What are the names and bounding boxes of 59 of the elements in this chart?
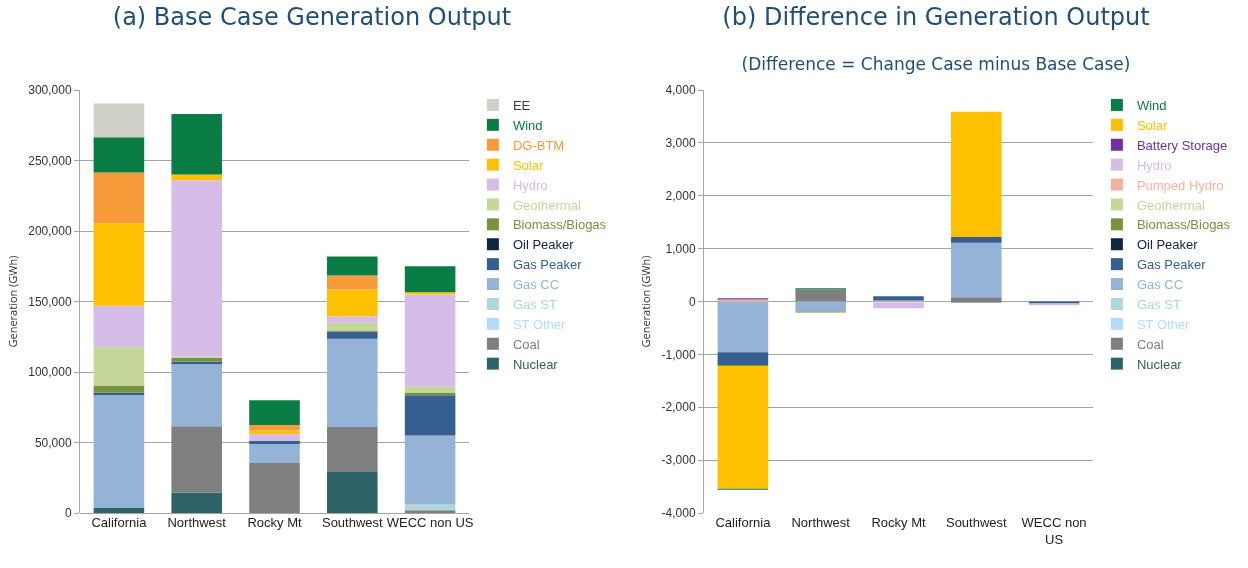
x-tick-label: California: [91, 515, 148, 530]
legend-label: Wind: [1136, 98, 1167, 114]
legend-label: Gas Peaker: [1136, 257, 1207, 273]
legend-label: DG-BTM: [512, 137, 565, 153]
legend-label: Pumped Hydro: [1136, 177, 1224, 193]
y-tick-label: 4,000: [665, 83, 696, 98]
y-axis-title: Generation (GWh): [4, 255, 20, 348]
chart-subtitle: (Difference = Change Case minus Base Case): [741, 54, 1131, 75]
legend-label: Coal: [1136, 336, 1164, 352]
legend-label: Biomass/Biogas: [512, 217, 607, 233]
y-tick-label: -1,000: [661, 347, 696, 362]
legend-label: Oil Peaker: [1136, 237, 1199, 253]
legend-label: Geothermal: [1136, 197, 1205, 213]
legend-label: ST Other: [512, 316, 567, 332]
legend-label: Solar: [512, 157, 544, 173]
legend-label: Nuclear: [1136, 356, 1183, 372]
y-tick-label: 250,000: [28, 153, 72, 168]
y-tick-label: -2,000: [661, 400, 696, 415]
legend-label: Gas ST: [1136, 297, 1182, 313]
legend-label: Gas Peaker: [512, 257, 583, 273]
legend-label: Hydro: [512, 177, 548, 193]
x-tick-label: WECC non US: [1021, 515, 1087, 547]
legend-label: ST Other: [1136, 316, 1191, 332]
y-tick-label: 300,000: [28, 83, 72, 98]
y-tick-label: 2,000: [665, 188, 696, 203]
legend-label: EE: [512, 98, 531, 114]
chart-title: (a) Base Case Generation Output: [112, 3, 512, 32]
x-tick-label: Northwest: [791, 515, 851, 530]
chart-title: (b) Difference in Generation Output: [722, 3, 1150, 32]
legend-label: Coal: [512, 336, 540, 352]
legend-label: Biomass/Biogas: [1136, 217, 1231, 233]
legend-label: Gas CC: [512, 277, 560, 293]
x-tick-label: Northwest: [167, 515, 227, 530]
legend-label: Oil Peaker: [512, 237, 575, 253]
y-tick-label: -4,000: [661, 506, 696, 521]
y-tick-label: 150,000: [28, 294, 72, 309]
x-tick-label: Rocky Mt: [871, 515, 926, 530]
x-tick-label: Southwest: [945, 515, 1008, 530]
legend-label: Gas ST: [512, 297, 558, 313]
x-tick-label: Southwest: [321, 515, 384, 530]
y-tick-label: 3,000: [665, 136, 696, 151]
x-tick-label: WECC non US: [386, 515, 474, 530]
y-tick-label: 100,000: [28, 365, 72, 380]
legend-label: Battery Storage: [1136, 137, 1228, 153]
legend-label: Gas CC: [1136, 277, 1184, 293]
y-tick-label: 0: [64, 506, 72, 521]
legend-label: Wind: [512, 117, 543, 133]
y-tick-label: 1,000: [665, 241, 696, 256]
legend-label: Solar: [1136, 117, 1168, 133]
y-tick-label: 0: [688, 294, 696, 309]
y-tick-label: 50,000: [34, 435, 72, 450]
y-tick-label: -3,000: [661, 453, 696, 468]
y-tick-label: 200,000: [28, 224, 72, 239]
x-tick-label: California: [715, 515, 772, 530]
x-tick-label: Rocky Mt: [247, 515, 302, 530]
legend-label: Nuclear: [512, 356, 559, 372]
y-axis-title: Generation (GWh): [638, 255, 654, 348]
legend-label: Geothermal: [512, 197, 581, 213]
legend-label: Hydro: [1136, 157, 1172, 173]
